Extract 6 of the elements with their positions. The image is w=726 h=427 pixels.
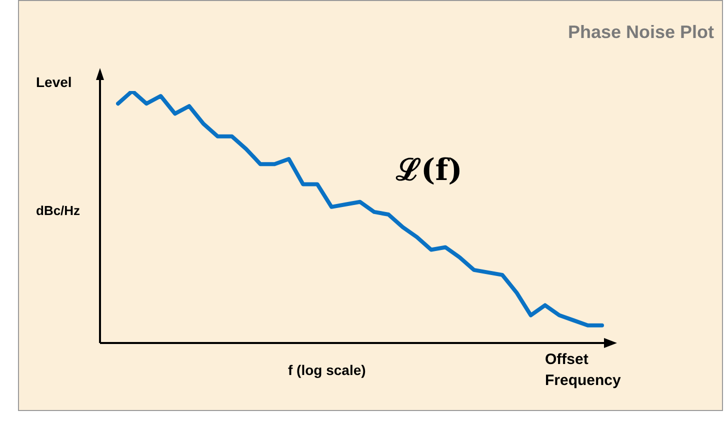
- chart-title: Phase Noise Plot: [568, 22, 714, 43]
- x-axis-title: f (log scale): [288, 362, 366, 378]
- text: Offset Frequency: [545, 350, 622, 391]
- y-axis-title: Level: [36, 74, 72, 90]
- text: dBc/Hz: [36, 203, 80, 218]
- annotation: ℒ(f): [396, 152, 462, 189]
